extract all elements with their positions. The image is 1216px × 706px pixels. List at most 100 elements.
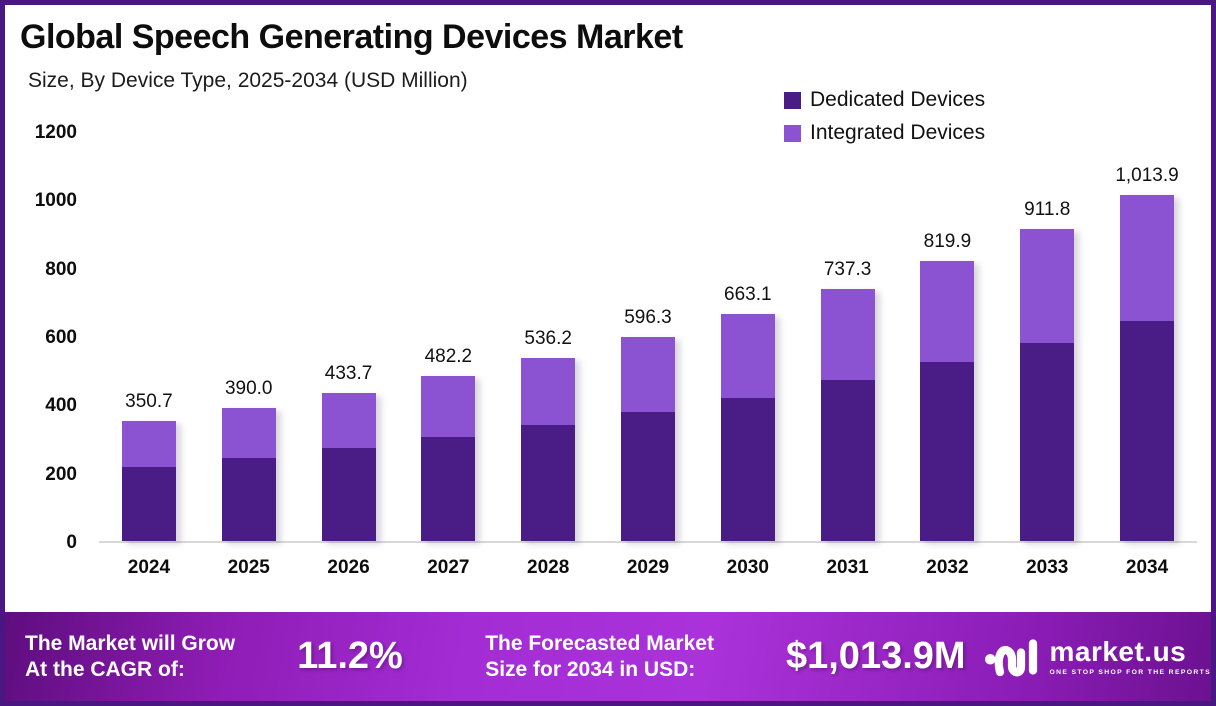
- stacked-bar-chart: 0 200 400 600 800 1000 1200 350.7 2024 390.0 2025…: [19, 122, 1197, 578]
- stacked-bar: [521, 357, 576, 541]
- legend-label-integrated: Integrated Devices: [810, 121, 986, 144]
- y-axis: 0 200 400 600 800 1000 1200: [19, 122, 83, 553]
- marketus-logo-tagline: ONE STOP SHOP FOR THE REPORTS: [1049, 668, 1211, 676]
- dedicated-swatch-icon: [784, 91, 801, 109]
- bar-total-label: 350.7: [125, 391, 173, 413]
- dedicated-devices-segment: [720, 398, 775, 541]
- bar-group-2025: 390.0 2025: [221, 133, 276, 578]
- integrated-devices-segment: [321, 392, 376, 449]
- bar-group-2027: 482.2 2027: [421, 133, 476, 578]
- y-tick-label: 200: [45, 463, 77, 485]
- y-tick-label: 800: [45, 258, 77, 280]
- page-title: Global Speech Generating Devices Market: [20, 18, 683, 56]
- bar-group-2031: 737.3 2031: [820, 133, 875, 578]
- bar-group-2032: 819.9 2032: [920, 133, 975, 578]
- integrated-devices-segment: [521, 357, 576, 425]
- bar-group-2026: 433.7 2026: [321, 133, 376, 578]
- stacked-bar: [321, 392, 376, 541]
- marketus-logo: market.us ONE STOP SHOP FOR THE REPORTS: [983, 633, 1211, 681]
- bar-group-2033: 911.8 2033: [1020, 133, 1075, 578]
- stacked-bar: [121, 421, 176, 541]
- cagr-label: The Market will Grow At the CAGR of:: [25, 631, 277, 682]
- integrated-devices-segment: [820, 289, 875, 381]
- integrated-devices-segment: [920, 260, 975, 363]
- x-axis-label-2033: 2033: [1026, 557, 1069, 578]
- x-axis-label-2030: 2030: [726, 557, 769, 578]
- bar-total-label: 911.8: [1024, 199, 1071, 221]
- bar-total-label: 482.2: [424, 346, 473, 368]
- dedicated-devices-segment: [121, 467, 176, 541]
- dedicated-devices-segment: [521, 424, 576, 541]
- bar-total-label: 663.1: [724, 284, 772, 306]
- integrated-devices-segment: [421, 376, 476, 438]
- y-tick-label: 400: [45, 395, 77, 417]
- bar-group-2034: 1,013.9 2034: [1115, 133, 1178, 578]
- stacked-bar: [421, 376, 476, 541]
- forecast-value: $1,013.9M: [785, 635, 966, 677]
- dedicated-devices-segment: [421, 437, 476, 541]
- stacked-bar: [820, 289, 875, 541]
- bar-total-label: 819.9: [923, 230, 972, 252]
- legend-item-integrated: Integrated Devices: [784, 121, 985, 145]
- dedicated-devices-segment: [221, 458, 276, 541]
- forecast-label: The Forecasted Market Size for 2034 in U…: [485, 631, 778, 682]
- dedicated-devices-segment: [920, 362, 975, 541]
- bar-group-2029: 596.3 2029: [620, 133, 675, 578]
- stacked-bar: [221, 407, 276, 541]
- stacked-bar: [1020, 229, 1075, 541]
- stacked-bar: [620, 337, 675, 541]
- bar-group-2024: 350.7 2024: [121, 133, 176, 578]
- legend-label-dedicated: Dedicated Devices: [810, 88, 986, 111]
- y-tick-label: 0: [66, 532, 77, 553]
- marketus-logo-text-wrap: market.us ONE STOP SHOP FOR THE REPORTS: [1049, 635, 1211, 676]
- bar-total-label: 390.0: [224, 377, 273, 399]
- dedicated-devices-segment: [820, 380, 875, 541]
- bar-total-label: 536.2: [524, 327, 572, 349]
- cagr-value: 11.2%: [297, 635, 403, 677]
- dedicated-devices-segment: [1120, 320, 1175, 541]
- integrated-swatch-icon: [784, 124, 801, 142]
- x-axis-label-2029: 2029: [626, 557, 670, 578]
- forecast-label-line1: The Forecasted Market: [485, 631, 714, 655]
- marketus-logo-icon: [985, 638, 1038, 676]
- x-axis-label-2026: 2026: [327, 557, 370, 578]
- bar-group-2028: 536.2 2028: [521, 133, 576, 578]
- x-axis-label-2027: 2027: [427, 557, 470, 578]
- forecast-label-line2: Size for 2034 in USD:: [485, 657, 696, 681]
- plot-area: 350.7 2024 390.0 2025 433.7 2026 482.2 2027 536.…: [99, 133, 1197, 578]
- integrated-devices-segment: [620, 337, 675, 412]
- page-subtitle: Size, By Device Type, 2025-2034 (USD Mil…: [28, 69, 468, 92]
- cagr-label-line1: The Market will Grow: [25, 631, 236, 655]
- integrated-devices-segment: [720, 314, 775, 399]
- stacked-bar: [1120, 194, 1175, 541]
- chart-legend: Dedicated Devices Integrated Devices: [784, 88, 985, 145]
- dedicated-devices-segment: [620, 411, 675, 541]
- x-axis-label-2024: 2024: [127, 557, 171, 578]
- integrated-devices-segment: [121, 421, 176, 468]
- bar-total-label: 737.3: [823, 259, 872, 281]
- integrated-devices-segment: [221, 407, 276, 459]
- integrated-devices-segment: [1020, 229, 1075, 343]
- integrated-devices-segment: [1120, 194, 1175, 321]
- bar-total-label: 1,013.9: [1115, 164, 1179, 186]
- bar-group-2030: 663.1 2030: [720, 133, 775, 578]
- dedicated-devices-segment: [321, 448, 376, 541]
- x-axis-label-2031: 2031: [826, 557, 869, 578]
- cagr-label-line2: At the CAGR of:: [25, 657, 185, 681]
- y-tick-label: 1200: [34, 122, 77, 143]
- y-tick-label: 1000: [34, 190, 77, 212]
- legend-item-dedicated: Dedicated Devices: [784, 88, 985, 112]
- x-axis-label-2028: 2028: [527, 557, 570, 578]
- dedicated-devices-segment: [1020, 342, 1075, 541]
- marketus-logo-text: market.us: [1049, 635, 1187, 667]
- bottom-banner: The Market will Grow At the CAGR of: 11.…: [5, 612, 1211, 701]
- stacked-bar: [920, 260, 975, 541]
- x-axis-label-2034: 2034: [1125, 557, 1169, 578]
- y-tick-label: 600: [45, 327, 77, 348]
- x-axis-label-2025: 2025: [227, 557, 270, 578]
- stacked-bar: [720, 314, 775, 541]
- bar-total-label: 433.7: [324, 362, 373, 384]
- x-axis-label-2032: 2032: [926, 557, 969, 578]
- bar-total-label: 596.3: [624, 307, 672, 329]
